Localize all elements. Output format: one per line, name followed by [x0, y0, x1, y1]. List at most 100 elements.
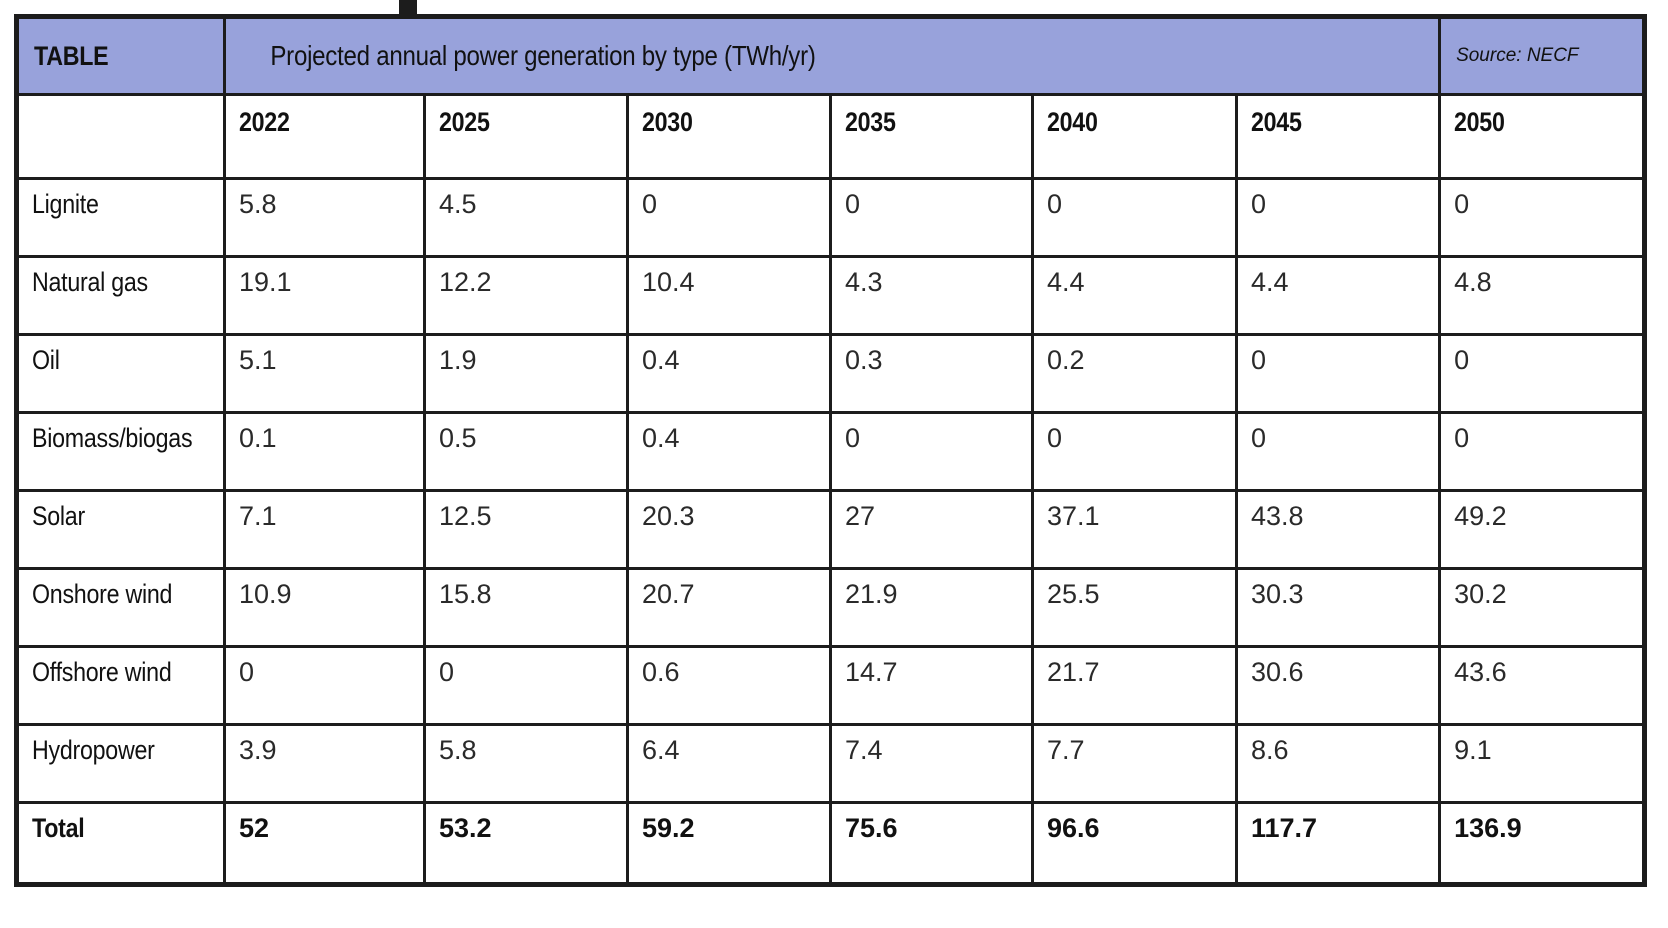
value-cell: 0.6	[626, 645, 832, 726]
year-header-label: 2030	[642, 107, 693, 137]
value-cell: 8.6	[1234, 723, 1442, 804]
table-source-cell: Source: NECF	[1438, 15, 1647, 96]
value-cell: 30.3	[1234, 567, 1442, 648]
table-row: Biomass/biogas 0.1 0.5 0.4 0 0 0 0	[15, 411, 1647, 492]
value-cell: 0	[1438, 177, 1647, 258]
year-header-2045: 2045	[1234, 93, 1442, 180]
year-header-2035: 2035	[829, 93, 1034, 180]
value-cell: 0	[1234, 411, 1442, 492]
value-cell: 30.2	[1438, 567, 1647, 648]
value-cell: 0	[423, 645, 629, 726]
value-cell: 5.8	[423, 723, 629, 804]
value-cell: 59.2	[626, 801, 832, 886]
table-corner-label: TABLE	[34, 40, 109, 71]
value-cell: 5.1	[223, 333, 426, 414]
value-cell: 43.6	[1438, 645, 1647, 726]
year-header-2022: 2022	[223, 93, 426, 180]
value-cell: 14.7	[829, 645, 1034, 726]
table-row: Offshore wind 0 0 0.6 14.7 21.7 30.6 43.6	[15, 645, 1647, 726]
value-cell: 37.1	[1031, 489, 1238, 570]
row-label-cell: Total	[15, 801, 226, 886]
table-title: Projected annual power generation by typ…	[270, 40, 816, 71]
table-source: Source: NECF	[1456, 45, 1579, 66]
value-cell: 4.4	[1031, 255, 1238, 336]
value-cell: 7.1	[223, 489, 426, 570]
table-corner-cell: TABLE	[15, 15, 226, 96]
value-cell: 0.4	[626, 411, 832, 492]
table-row: Hydropower 3.9 5.8 6.4 7.4 7.7 8.6 9.1	[15, 723, 1647, 804]
value-cell: 4.4	[1234, 255, 1442, 336]
value-cell: 21.9	[829, 567, 1034, 648]
value-cell: 15.8	[423, 567, 629, 648]
value-cell: 25.5	[1031, 567, 1238, 648]
year-header-label: 2050	[1454, 107, 1505, 137]
value-cell: 4.8	[1438, 255, 1647, 336]
year-header-2030: 2030	[626, 93, 832, 180]
value-cell: 1.9	[423, 333, 629, 414]
value-cell: 49.2	[1438, 489, 1647, 570]
value-cell: 30.6	[1234, 645, 1442, 726]
value-cell: 10.4	[626, 255, 832, 336]
value-cell: 4.3	[829, 255, 1034, 336]
value-cell: 10.9	[223, 567, 426, 648]
value-cell: 19.1	[223, 255, 426, 336]
row-label: Lignite	[32, 189, 99, 219]
table-row: Oil 5.1 1.9 0.4 0.3 0.2 0 0	[15, 333, 1647, 414]
value-cell: 96.6	[1031, 801, 1238, 886]
value-cell: 5.8	[223, 177, 426, 258]
value-cell: 0	[829, 177, 1034, 258]
year-header-label: 2040	[1047, 107, 1098, 137]
row-label-cell: Lignite	[15, 177, 226, 258]
value-cell: 27	[829, 489, 1034, 570]
value-cell: 0.5	[423, 411, 629, 492]
row-label: Onshore wind	[32, 579, 173, 609]
row-label-cell: Biomass/biogas	[15, 411, 226, 492]
row-label: Biomass/biogas	[32, 423, 193, 453]
year-header-empty-cell	[15, 93, 226, 180]
table-row: Natural gas 19.1 12.2 10.4 4.3 4.4 4.4 4.8	[15, 255, 1647, 336]
table-title-cell: Projected annual power generation by typ…	[222, 15, 1442, 96]
value-cell: 136.9	[1438, 801, 1647, 886]
row-label: Offshore wind	[32, 657, 172, 687]
value-cell: 52	[223, 801, 426, 886]
value-cell: 0	[1438, 333, 1647, 414]
table-row: Lignite 5.8 4.5 0 0 0 0 0	[15, 177, 1647, 258]
row-label-cell: Solar	[15, 489, 226, 570]
value-cell: 7.7	[1031, 723, 1238, 804]
value-cell: 20.7	[626, 567, 832, 648]
value-cell: 0	[1031, 411, 1238, 492]
value-cell: 75.6	[829, 801, 1034, 886]
year-header-label: 2045	[1251, 107, 1302, 137]
value-cell: 0.1	[223, 411, 426, 492]
value-cell: 9.1	[1438, 723, 1647, 804]
value-cell: 0	[626, 177, 832, 258]
year-header-row: 2022 2025 2030 2035 2040 2045 2050	[15, 93, 1647, 180]
year-header-label: 2025	[439, 107, 490, 137]
value-cell: 0	[1031, 177, 1238, 258]
value-cell: 0.2	[1031, 333, 1238, 414]
value-cell: 0	[223, 645, 426, 726]
value-cell: 20.3	[626, 489, 832, 570]
value-cell: 53.2	[423, 801, 629, 886]
row-label: Hydropower	[32, 735, 155, 765]
crop-artifact-mark	[399, 0, 417, 16]
value-cell: 0	[1234, 333, 1442, 414]
row-label: Solar	[32, 501, 85, 531]
value-cell: 4.5	[423, 177, 629, 258]
table-row: Onshore wind 10.9 15.8 20.7 21.9 25.5 30.3 30.2	[15, 567, 1647, 648]
value-cell: 7.4	[829, 723, 1034, 804]
power-generation-table: TABLE Projected annual power generation …	[14, 14, 1648, 887]
year-header-label: 2035	[845, 107, 896, 137]
value-cell: 12.2	[423, 255, 629, 336]
value-cell: 0.3	[829, 333, 1034, 414]
row-label-cell: Onshore wind	[15, 567, 226, 648]
row-label-cell: Oil	[15, 333, 226, 414]
value-cell: 6.4	[626, 723, 832, 804]
value-cell: 117.7	[1234, 801, 1442, 886]
value-cell: 0	[1438, 411, 1647, 492]
year-header-2040: 2040	[1031, 93, 1238, 180]
row-label: Oil	[32, 345, 60, 375]
value-cell: 12.5	[423, 489, 629, 570]
row-label: Natural gas	[32, 267, 148, 297]
